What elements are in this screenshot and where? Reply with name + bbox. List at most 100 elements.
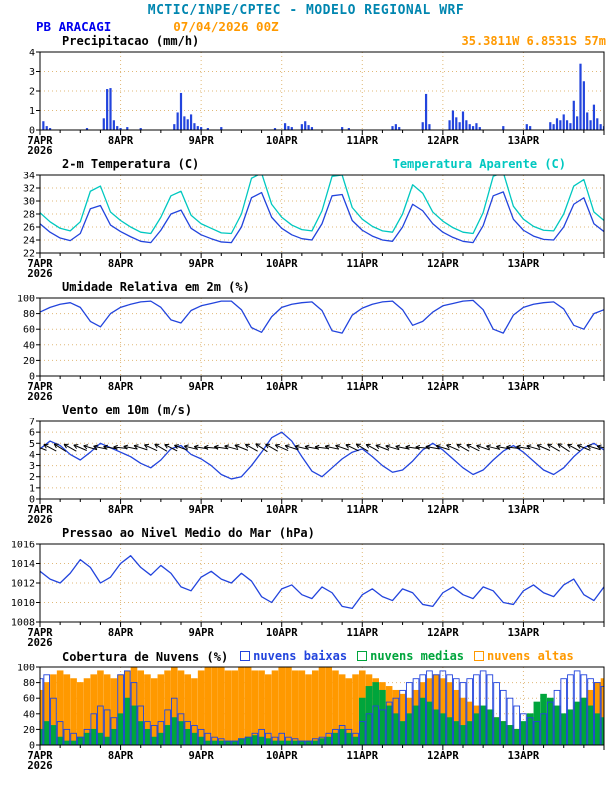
svg-text:10APR: 10APR xyxy=(266,627,298,639)
svg-text:8APR: 8APR xyxy=(108,627,134,639)
svg-text:9APR: 9APR xyxy=(188,381,214,393)
svg-text:12APR: 12APR xyxy=(427,381,459,393)
panel-title-row: Cobertura de Nuvens (%) nuvens baixas nu… xyxy=(0,649,612,664)
svg-text:8APR: 8APR xyxy=(108,504,134,516)
svg-text:13APR: 13APR xyxy=(508,381,540,393)
svg-text:3: 3 xyxy=(29,461,35,472)
location-label: 35.3811W 6.8531S 57m xyxy=(461,34,607,48)
svg-text:2026: 2026 xyxy=(27,514,52,526)
svg-text:2026: 2026 xyxy=(27,145,52,157)
run-datetime-label: 07/04/2026 00Z xyxy=(173,19,279,34)
svg-text:9APR: 9APR xyxy=(188,135,214,147)
svg-text:10APR: 10APR xyxy=(266,504,298,516)
svg-text:60: 60 xyxy=(23,694,35,705)
svg-text:2: 2 xyxy=(29,87,35,98)
legend-item-mid-clouds: nuvens medias xyxy=(357,649,464,663)
panel-humidity: Umidade Relativa em 2m (%) 0 20 40 60 80 100 7… xyxy=(0,280,612,403)
panel-title-clouds: Cobertura de Nuvens (%) xyxy=(62,650,229,664)
svg-text:11APR: 11APR xyxy=(346,381,378,393)
svg-text:22: 22 xyxy=(23,249,35,260)
station-label: PB ARACAGI xyxy=(36,19,112,34)
legend-item-low-clouds: nuvens baixas xyxy=(240,649,347,663)
apparent-temperature-label: Temperatura Aparente (C) xyxy=(392,157,566,171)
svg-text:40: 40 xyxy=(23,709,35,720)
svg-text:12APR: 12APR xyxy=(427,258,459,270)
svg-text:8APR: 8APR xyxy=(108,258,134,270)
svg-text:80: 80 xyxy=(23,309,35,320)
svg-text:9APR: 9APR xyxy=(188,504,214,516)
svg-text:8APR: 8APR xyxy=(108,135,134,147)
svg-text:11APR: 11APR xyxy=(346,627,378,639)
svg-text:13APR: 13APR xyxy=(508,258,540,270)
svg-text:10APR: 10APR xyxy=(266,381,298,393)
svg-text:13APR: 13APR xyxy=(508,750,540,762)
panel-title-humidity: Umidade Relativa em 2m (%) xyxy=(62,280,250,294)
svg-text:1: 1 xyxy=(29,106,35,117)
svg-text:1012: 1012 xyxy=(11,579,35,590)
svg-text:60: 60 xyxy=(23,325,35,336)
panel-title-wind: Vento em 10m (m/s) xyxy=(62,403,193,417)
meteogram-page: MCTIC/INPE/CPTEC - MODELO REGIONAL WRF P… xyxy=(0,3,612,772)
svg-text:4: 4 xyxy=(29,450,35,461)
legend-label-high-clouds: nuvens altas xyxy=(487,649,574,663)
svg-text:12APR: 12APR xyxy=(427,627,459,639)
svg-text:3: 3 xyxy=(29,67,35,78)
svg-text:1010: 1010 xyxy=(11,598,35,609)
panel-title-row: Umidade Relativa em 2m (%) xyxy=(0,280,612,295)
panel-title-row: Pressao ao Nivel Medio do Mar (hPa) xyxy=(0,526,612,541)
legend-label-low-clouds: nuvens baixas xyxy=(253,649,348,663)
svg-text:11APR: 11APR xyxy=(346,750,378,762)
panel-title-precipitation: Precipitacao (mm/h) xyxy=(62,34,200,48)
panel-title-row: Vento em 10m (m/s) xyxy=(0,403,612,418)
subheader-row: PB ARACAGI 07/04/2026 00Z xyxy=(0,19,612,34)
svg-text:7APR: 7APR xyxy=(27,627,53,639)
svg-text:7APR: 7APR xyxy=(27,381,53,393)
svg-text:20: 20 xyxy=(23,356,35,367)
svg-text:8APR: 8APR xyxy=(108,381,134,393)
svg-text:7APR: 7APR xyxy=(27,135,53,147)
svg-text:7: 7 xyxy=(29,418,35,428)
panel-title-row: Precipitacao (mm/h) 35.3811W 6.8531S 57m xyxy=(0,34,612,49)
panel-pressure: Pressao ao Nivel Medio do Mar (hPa) 1008… xyxy=(0,526,612,649)
panel-temperature: 2-m Temperatura (C) Temperatura Aparente… xyxy=(0,157,612,280)
svg-text:20: 20 xyxy=(23,725,35,736)
svg-text:80: 80 xyxy=(23,678,35,689)
svg-text:12APR: 12APR xyxy=(427,750,459,762)
svg-text:1008: 1008 xyxy=(11,618,35,629)
svg-text:8APR: 8APR xyxy=(108,750,134,762)
svg-text:11APR: 11APR xyxy=(346,504,378,516)
svg-text:9APR: 9APR xyxy=(188,258,214,270)
svg-text:40: 40 xyxy=(23,340,35,351)
panel-title-temperature: 2-m Temperatura (C) xyxy=(62,157,200,171)
svg-text:24: 24 xyxy=(23,236,35,247)
svg-text:0: 0 xyxy=(29,372,35,383)
svg-text:10APR: 10APR xyxy=(266,258,298,270)
svg-text:2026: 2026 xyxy=(27,637,52,649)
page-title: MCTIC/INPE/CPTEC - MODELO REGIONAL WRF xyxy=(147,3,465,18)
svg-text:100: 100 xyxy=(17,295,35,305)
svg-text:34: 34 xyxy=(23,172,35,182)
svg-text:30: 30 xyxy=(23,197,35,208)
panel-clouds: Cobertura de Nuvens (%) nuvens baixas nu… xyxy=(0,649,612,772)
legend-label-mid-clouds: nuvens medias xyxy=(370,649,465,663)
svg-text:28: 28 xyxy=(23,210,35,221)
svg-text:2: 2 xyxy=(29,472,35,483)
svg-text:12APR: 12APR xyxy=(427,135,459,147)
high-clouds-swatch-icon xyxy=(474,651,485,661)
svg-text:0: 0 xyxy=(29,495,35,506)
panel-wind: Vento em 10m (m/s) 0 1 2 3 4 5 6 7 7APR 2026 8APR 9… xyxy=(0,403,612,526)
svg-text:11APR: 11APR xyxy=(346,135,378,147)
svg-text:2026: 2026 xyxy=(27,268,52,280)
svg-text:1016: 1016 xyxy=(11,541,35,551)
svg-text:7APR: 7APR xyxy=(27,750,53,762)
svg-text:9APR: 9APR xyxy=(188,627,214,639)
svg-text:4: 4 xyxy=(29,49,35,59)
svg-text:13APR: 13APR xyxy=(508,627,540,639)
svg-text:10APR: 10APR xyxy=(266,135,298,147)
